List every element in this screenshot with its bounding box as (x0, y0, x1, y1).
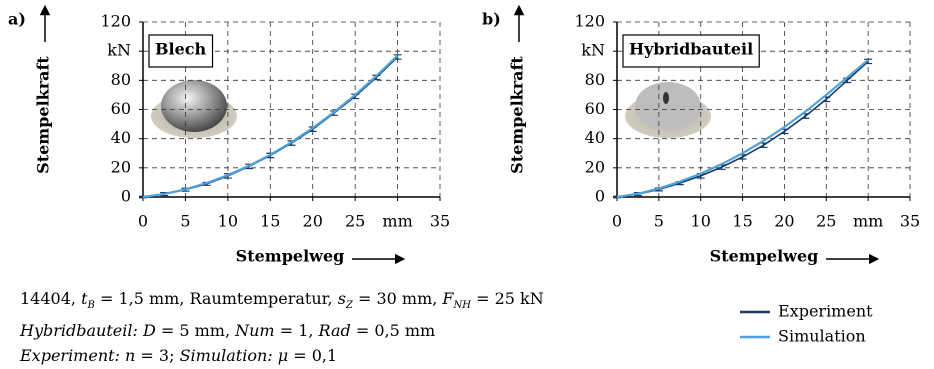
note-line: 14404, tB = 1,5 mm, Raumtemperatur, sZ =… (20, 286, 544, 318)
y-tick-label: 0 (121, 187, 131, 206)
y-tick-label: kN (581, 41, 605, 60)
x-tick-label: 0 (138, 212, 148, 231)
panel-label: b) (482, 10, 501, 29)
x-axis-label: Stempelweg (710, 247, 819, 266)
note-text: Z (345, 300, 353, 312)
y-tick-label: 60 (585, 99, 605, 118)
note-text: B (87, 300, 95, 312)
note-text: F (442, 289, 454, 308)
y-tick-label: 120 (574, 12, 605, 31)
title-box (148, 34, 214, 68)
y-tick-label: 80 (111, 70, 131, 89)
note-text: Experiment: n (20, 346, 136, 366)
note-text: = 1,5 mm, Raumtemperatur, (94, 289, 338, 308)
x-tick-label: 5 (180, 212, 190, 231)
x-tick-label: 20 (774, 212, 794, 231)
note-text: Hybridbauteil: D (20, 321, 156, 341)
note-text: 14404, (20, 289, 82, 308)
note-text: = 25 kN (471, 289, 544, 308)
title-box (622, 34, 760, 68)
y-tick-label: 120 (100, 12, 131, 31)
note-text: t (81, 289, 88, 308)
y-tick-label: 80 (585, 70, 605, 89)
x-tick-label: mm (853, 212, 883, 231)
y-axis-label: Stempelkraft (34, 56, 53, 174)
series-line (142, 54, 399, 199)
note-text: = 1, (274, 321, 319, 341)
x-tick-label: 35 (900, 212, 920, 231)
y-tick-label: kN (107, 41, 131, 60)
note-line: Hybridbauteil: D = 5 mm, Num = 1, Rad = … (20, 318, 544, 343)
note-text: Simulation: μ (179, 346, 289, 366)
note-text: = 0,5 mm (350, 321, 436, 341)
x-tick-label: 25 (345, 212, 365, 231)
note-text: Num (235, 321, 275, 341)
y-tick-label: 60 (111, 99, 131, 118)
x-axis-label: Stempelweg (236, 247, 345, 266)
x-tick-label: 15 (260, 212, 280, 231)
x-tick-label: 25 (816, 212, 836, 231)
x-tick-label: 0 (612, 212, 622, 231)
part-image (625, 82, 711, 138)
note-line: Experiment: n = 3; Simulation: μ = 0,1 (20, 343, 544, 368)
legend-label: Simulation (778, 327, 866, 346)
x-tick-label: mm (382, 212, 412, 231)
note-text: s (337, 289, 346, 308)
x-tick-label: 10 (691, 212, 711, 231)
y-tick-label: 0 (595, 187, 605, 206)
chart-title: Blech (155, 40, 207, 59)
note-text: NH (453, 300, 472, 312)
x-tick-label: 20 (303, 212, 323, 231)
notes: 14404, tB = 1,5 mm, Raumtemperatur, sZ =… (20, 286, 544, 368)
note-text: = 5 mm, (155, 321, 236, 341)
y-axis-label: Stempelkraft (508, 56, 527, 174)
y-tick-label: 40 (111, 128, 131, 147)
x-tick-label: 5 (654, 212, 664, 231)
part-image (151, 80, 237, 138)
note-text: = 0,1 (288, 346, 338, 366)
legend-label: Experiment (778, 302, 873, 321)
note-text: = 3; (135, 346, 180, 366)
note-text: Rad (318, 321, 351, 341)
y-tick-label: 40 (585, 128, 605, 147)
series-line (616, 59, 869, 199)
x-tick-label: 35 (430, 212, 450, 231)
panel-label: a) (8, 10, 26, 29)
x-tick-label: 15 (732, 212, 752, 231)
note-text: = 30 mm, (352, 289, 443, 308)
chart-title: Hybridbauteil (629, 40, 753, 59)
y-tick-label: 20 (585, 157, 605, 176)
x-tick-label: 10 (218, 212, 238, 231)
y-tick-label: 20 (111, 157, 131, 176)
